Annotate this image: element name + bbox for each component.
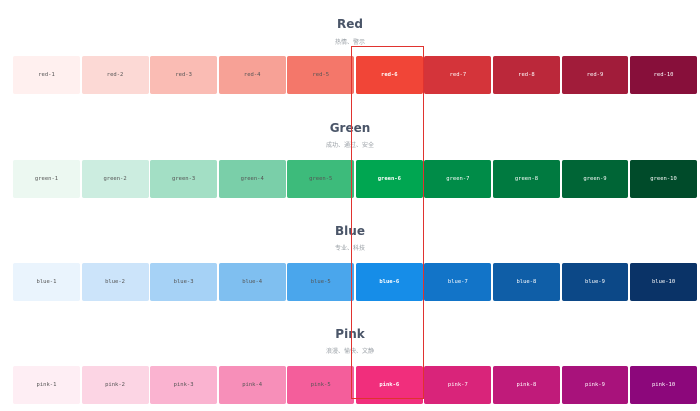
color-swatch[interactable]: green-4 [218,160,286,198]
color-swatch[interactable]: green-3 [150,160,218,198]
color-swatch[interactable]: pink-7 [424,366,492,404]
color-swatch[interactable]: red-1 [13,56,80,94]
color-swatch[interactable]: pink-9 [561,366,629,404]
color-swatch[interactable]: red-6 [355,56,423,94]
color-swatch[interactable]: red-7 [424,56,492,94]
color-swatch[interactable]: green-5 [287,160,355,198]
color-swatch[interactable]: pink-10 [630,366,698,404]
palette-title: Green [329,121,371,135]
color-swatch[interactable]: red-10 [630,56,698,94]
palette-title: Pink [335,327,365,341]
color-swatch[interactable]: green-1 [13,160,80,198]
swatch-row: red-1 red-2 red-3 red-4 red-5 red-6 red-7 red-8… [13,56,698,94]
color-swatch[interactable]: blue-2 [81,263,149,301]
color-swatch[interactable]: red-2 [81,56,149,94]
color-swatch[interactable]: green-6 [355,160,423,198]
palette-title: Red [337,17,363,31]
color-swatch[interactable]: pink-8 [492,366,560,404]
color-swatch[interactable]: red-4 [218,56,286,94]
color-swatch[interactable]: blue-7 [424,263,492,301]
color-swatch[interactable]: blue-8 [492,263,560,301]
color-swatch[interactable]: red-9 [561,56,629,94]
color-swatch[interactable]: blue-4 [218,263,286,301]
palette-subtitle: 热情、警示 [334,39,365,46]
color-swatch[interactable]: green-7 [424,160,492,198]
color-swatch[interactable]: red-5 [287,56,355,94]
color-swatch[interactable]: red-8 [492,56,560,94]
palette-subtitle: 浪漫、愉快、文静 [325,348,374,355]
color-swatch[interactable]: blue-10 [630,263,698,301]
palette-subtitle: 专业、科技 [334,245,365,252]
color-swatch[interactable]: blue-1 [13,263,80,301]
color-swatch[interactable]: green-10 [630,160,698,198]
swatch-row: green-1 green-2 green-3 green-4 green-5 green… [13,160,698,198]
swatch-row: pink-1 pink-2 pink-3 pink-4 pink-5 pink-6 pink… [13,366,698,404]
color-swatch[interactable]: green-8 [492,160,560,198]
color-swatch[interactable]: blue-9 [561,263,629,301]
palette-subtitle: 成功、通过、安全 [325,142,374,149]
color-swatch[interactable]: blue-5 [287,263,355,301]
color-swatch[interactable]: pink-3 [150,366,218,404]
color-swatch[interactable]: pink-2 [81,366,149,404]
swatch-row: blue-1 blue-2 blue-3 blue-4 blue-5 blue-6 blue… [13,263,698,301]
color-swatch[interactable]: blue-6 [355,263,423,301]
color-swatch[interactable]: red-3 [150,56,218,94]
color-swatch[interactable]: pink-1 [13,366,80,404]
palette-title: Blue [335,224,365,238]
color-swatch[interactable]: green-2 [81,160,149,198]
color-swatch[interactable]: blue-3 [150,263,218,301]
color-swatch[interactable]: green-9 [561,160,629,198]
color-swatch[interactable]: pink-5 [287,366,355,404]
color-swatch[interactable]: pink-4 [218,366,286,404]
color-swatch[interactable]: pink-6 [355,366,423,404]
